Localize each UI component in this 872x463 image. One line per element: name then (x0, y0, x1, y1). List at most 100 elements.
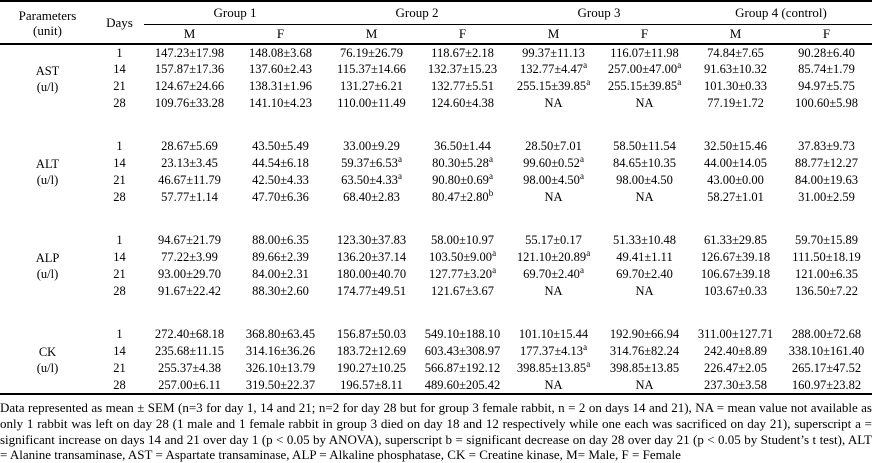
day-cell: 28 (113, 377, 126, 392)
value-cell: 549.10±188.10 (424, 327, 501, 341)
value-cell: 121.00±6.35 (794, 267, 859, 281)
value-cell: 77.19±1.72 (707, 96, 764, 110)
day-cell: 21 (113, 267, 126, 281)
value-cell: 132.37±15.23 (427, 62, 498, 76)
col-header-group-3: Group 3 (508, 1, 690, 25)
value-cell: 84.65±10.35 (612, 156, 677, 170)
value-cell: 32.50±15.46 (703, 139, 768, 153)
value-cell: 138.31±1.96 (248, 79, 313, 93)
value-cell: 69.70±2.40 (616, 267, 673, 281)
value-cell: NA (635, 96, 654, 110)
value-cell: 319.50±22.37 (245, 377, 316, 392)
table-row: 14 23.13±3.45 44.54±6.18 59.37±6.53a 80.30±5… (0, 153, 872, 172)
col-header-male: M (326, 24, 417, 45)
value-cell: 123.30±37.83 (336, 233, 407, 247)
parameter-label: AST (u/l) (35, 63, 60, 94)
value-cell: 98.00±4.50a (523, 170, 584, 187)
value-cell: 88.00±6.35 (252, 233, 309, 247)
col-header-days: Days (95, 1, 144, 45)
value-cell: 59.37±6.53a (341, 153, 402, 170)
value-cell: 111.50±18.19 (792, 250, 861, 264)
value-cell: 28.67±5.69 (161, 139, 218, 153)
table-row: 21 46.67±11.79 42.50±4.33 63.50±4.33a 90.80±… (0, 170, 872, 189)
value-cell: 77.22±3.99 (161, 250, 218, 264)
table-row: 14 157.87±17.36 137.60±2.43 115.37±14.66 132… (0, 59, 872, 78)
value-cell: 398.85±13.85a (516, 358, 591, 375)
value-cell: 136.20±37.14 (336, 250, 407, 264)
value-cell: 68.40±2.83 (343, 190, 400, 204)
parameter-label: CK (u/l) (36, 344, 59, 375)
value-cell: 94.67±21.79 (157, 233, 222, 247)
results-table: Parameters (unit) Days Group 1 Group 2 G… (0, 0, 872, 395)
value-cell: 103.50±9.00a (428, 247, 497, 264)
table-row: 14 77.22±3.99 89.66±2.39 136.20±37.14 103.50… (0, 247, 872, 266)
value-cell: 90.28±6.40 (798, 45, 855, 60)
parameter-label: ALT (u/l) (35, 157, 60, 187)
value-cell: 85.74±1.79 (798, 62, 855, 76)
value-cell: 57.77±1.14 (161, 190, 218, 204)
value-cell: 126.67±39.18 (700, 250, 771, 264)
value-cell: 89.66±2.39 (252, 250, 309, 264)
day-cell: 14 (113, 250, 126, 264)
value-cell: 101.10±15.44 (518, 327, 589, 341)
parameter-label: ALP (u/l) (35, 251, 60, 281)
col-header-group-4: Group 4 (control) (690, 1, 872, 25)
table-row: AST (u/l) 1 147.23±17.98 148.08±3.68 76.19±26… (0, 44, 872, 94)
value-cell: 242.40±8.89 (703, 344, 768, 358)
value-cell: 44.54±6.18 (252, 156, 309, 170)
col-header-parameters: Parameters (unit) (0, 1, 95, 45)
day-cell: 14 (113, 344, 126, 358)
day-cell: 1 (116, 327, 123, 341)
table-row: 28 91.67±22.42 88.30±2.60 174.77±49.51 121.6… (0, 283, 872, 300)
value-cell: 255.15±39.85a (516, 76, 591, 93)
value-cell: 63.50±4.33a (341, 170, 402, 187)
value-cell: 148.08±3.68 (248, 45, 313, 60)
value-cell: 42.50±4.33 (252, 173, 309, 187)
value-cell: 157.87±17.36 (154, 62, 225, 76)
day-cell: 21 (113, 79, 126, 93)
value-cell: 69.70±2.40a (523, 264, 584, 281)
table-row: 21 255.37±4.38 326.10±13.79 190.27±10.25 566… (0, 358, 872, 377)
value-cell: 58.00±10.97 (430, 233, 495, 247)
value-cell: 190.27±10.25 (336, 361, 407, 375)
table-row: 21 124.67±24.66 138.31±1.96 131.27±6.21 132.… (0, 76, 872, 95)
table-row: CK (u/l) 1 272.40±68.18 368.80±63.45 156.87±5… (0, 326, 872, 375)
value-cell: 265.17±47.52 (791, 361, 862, 375)
col-header-female: F (235, 24, 326, 45)
value-cell: 43.50±5.49 (252, 139, 309, 153)
value-cell: 257.00±47.00a (607, 59, 682, 76)
section-spacer (0, 300, 872, 326)
value-cell: 88.30±2.60 (252, 284, 309, 298)
col-header-male: M (508, 24, 599, 45)
value-cell: 196.57±8.11 (340, 377, 403, 392)
value-cell: 257.00±6.11 (158, 377, 221, 392)
value-cell: 58.50±11.54 (613, 139, 676, 153)
value-cell: 288.00±72.68 (791, 327, 862, 341)
value-cell: 131.27±6.21 (339, 79, 404, 93)
value-cell: 43.00±0.00 (707, 173, 764, 187)
value-cell: 147.23±17.98 (154, 45, 225, 60)
value-cell: 84.00±2.31 (252, 267, 309, 281)
value-cell: 98.00±4.50 (616, 173, 673, 187)
value-cell: 80.30±5.28a (432, 153, 493, 170)
parameters-label-line2: (unit) (33, 22, 62, 38)
value-cell: 93.00±29.70 (157, 267, 222, 281)
value-cell: 314.16±36.26 (245, 344, 316, 358)
value-cell: 103.67±0.33 (703, 284, 768, 298)
day-cell: 28 (113, 96, 126, 110)
table-row: 21 93.00±29.70 84.00±2.31 180.00±40.70 127.7… (0, 264, 872, 283)
header-row-groups: Parameters (unit) Days Group 1 Group 2 G… (0, 1, 872, 45)
value-cell: 272.40±68.18 (154, 327, 225, 341)
value-cell: 100.60±5.98 (794, 96, 859, 110)
value-cell: 91.67±22.42 (157, 284, 222, 298)
value-cell: 115.37±14.66 (337, 62, 406, 76)
value-cell: 132.77±5.51 (430, 79, 495, 93)
value-cell: 226.47±2.05 (703, 361, 768, 375)
value-cell: 141.10±4.23 (248, 96, 313, 110)
value-cell: 192.90±66.94 (609, 327, 680, 341)
col-header-female: F (417, 24, 508, 45)
value-cell: 603.43±308.97 (424, 344, 501, 358)
section-spacer (0, 206, 872, 232)
value-cell: 311.00±127.71 (697, 327, 774, 341)
